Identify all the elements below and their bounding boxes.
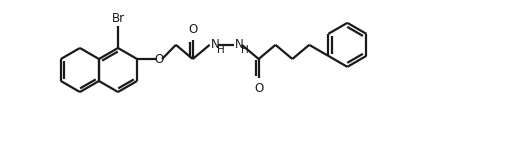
Text: O: O [154,53,164,66]
Text: H: H [217,45,225,55]
Text: Br: Br [111,12,125,25]
Text: H: H [241,45,249,55]
Text: N: N [211,38,219,51]
Text: N: N [235,38,243,51]
Text: O: O [254,82,263,95]
Text: O: O [188,23,197,36]
